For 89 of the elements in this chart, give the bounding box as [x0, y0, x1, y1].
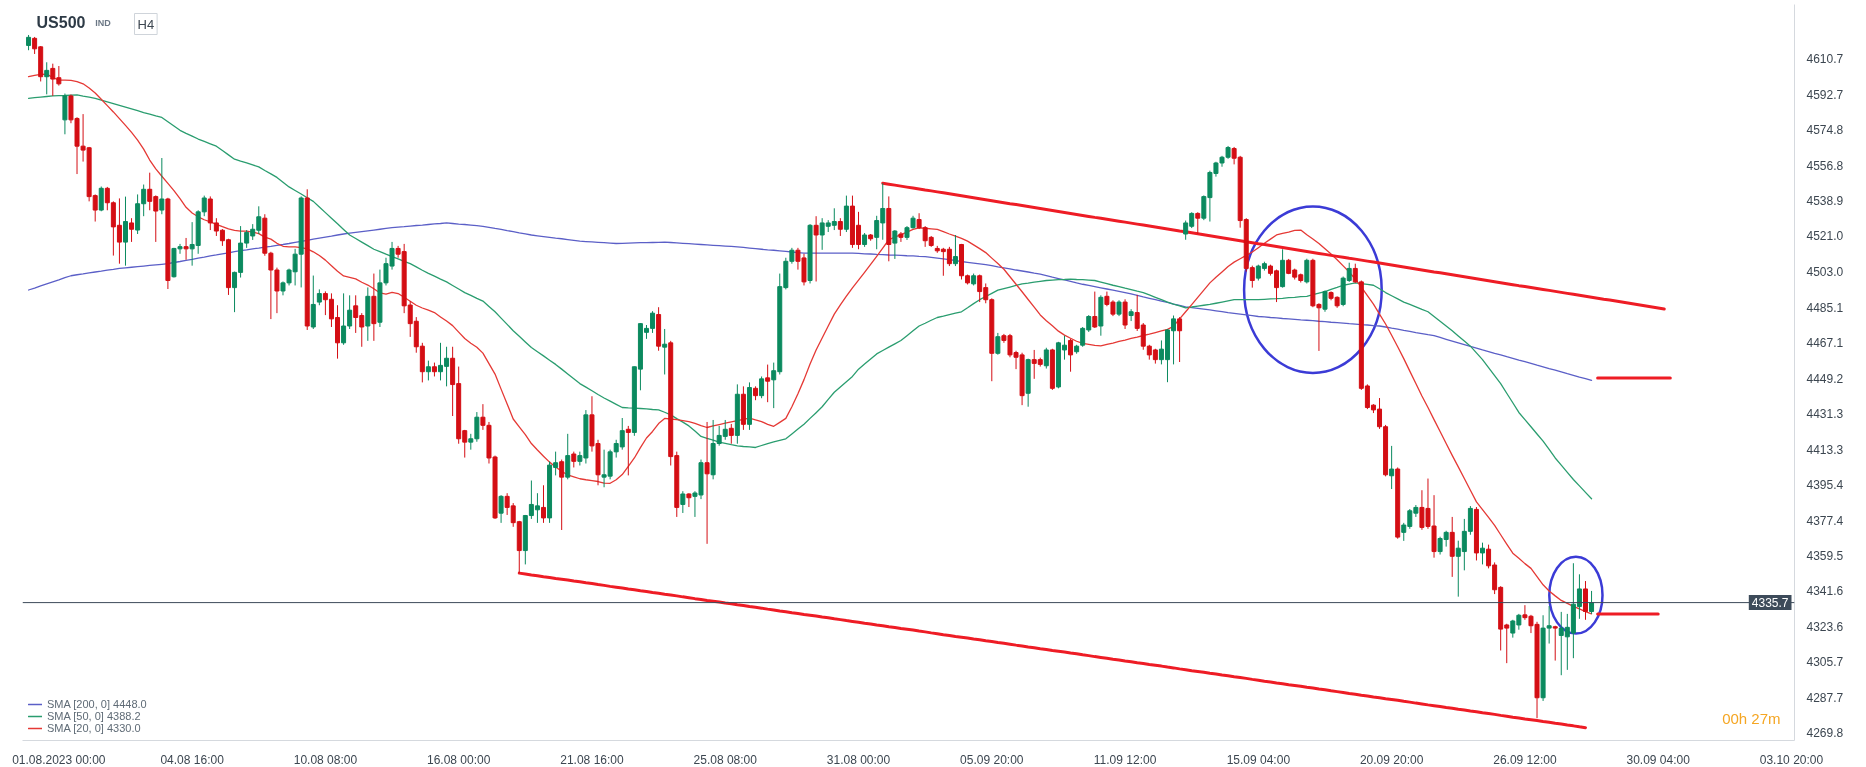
y-tick-label: 4359.5	[1806, 549, 1844, 564]
y-tick-label: 4431.3	[1806, 406, 1844, 421]
candlestick	[1128, 308, 1134, 322]
line-series	[27, 94, 1593, 500]
x-tick-label: 31.08 00:00	[826, 752, 891, 767]
y-tick-label: 4269.8	[1806, 726, 1844, 741]
annotation: 00h 27m	[1722, 709, 1781, 727]
line-series	[881, 181, 1666, 311]
candlestick	[625, 425, 631, 476]
x-tick-label: 21.08 16:00	[560, 752, 624, 767]
candlestick	[310, 275, 316, 330]
candlestick	[1122, 298, 1128, 330]
candlestick	[1092, 291, 1098, 329]
x-tick-label: 26.09 12:00	[1493, 752, 1557, 767]
y-tick-label: 4287.7	[1806, 691, 1844, 706]
candlestick	[680, 490, 686, 514]
candlestick	[1304, 258, 1310, 284]
candlestick	[728, 423, 734, 445]
legend-label: SMA [20, 0] 4330.0	[47, 722, 141, 734]
candlestick	[62, 93, 68, 135]
annotation: H4	[137, 16, 155, 32]
candlestick	[1480, 542, 1486, 565]
candlestick	[686, 492, 692, 508]
candlestick	[765, 364, 771, 403]
candlestick	[122, 196, 128, 267]
y-tick-label: 4503.0	[1806, 265, 1844, 280]
ref-line-label: 4335.7	[1751, 596, 1789, 611]
x-tick-label: 03.10 20:00	[1759, 752, 1824, 767]
candlestick	[1449, 516, 1455, 578]
candlestick	[1068, 338, 1074, 373]
x-tick-label: 01.08.2023 00:00	[12, 752, 106, 767]
x-tick-label: 05.09 20:00	[960, 752, 1024, 767]
y-tick-label: 4610.7	[1806, 52, 1844, 67]
candlestick	[813, 215, 819, 282]
candlestick	[541, 484, 546, 524]
y-tick-label: 4323.6	[1806, 620, 1844, 635]
x-tick-label: 15.09 04:00	[1226, 752, 1291, 767]
y-tick-label: 4377.4	[1806, 513, 1844, 528]
candlestick	[1043, 347, 1049, 370]
x-tick-label: 10.08 08:00	[293, 752, 358, 767]
candlestick	[892, 229, 898, 260]
candlestick	[1583, 580, 1588, 621]
candlestick	[559, 459, 565, 531]
candlestick	[565, 433, 571, 480]
x-tick-label: 30.09 04:00	[1626, 752, 1691, 767]
text: IND	[95, 17, 112, 28]
x-tick-label: 25.08 08:00	[693, 752, 758, 767]
candlestick	[759, 375, 765, 399]
y-tick-label: 4485.1	[1806, 300, 1844, 315]
candlestick	[44, 61, 50, 95]
candlestick	[183, 237, 189, 261]
candlestick	[1589, 590, 1595, 615]
candlestick	[129, 217, 135, 243]
y-tick-label: 4305.7	[1806, 655, 1844, 670]
candlestick	[1322, 289, 1328, 313]
candlestick	[898, 231, 904, 243]
candlestick	[1389, 445, 1395, 490]
y-tick-label: 4556.8	[1806, 158, 1844, 173]
line-series	[27, 222, 1593, 382]
candlestick	[159, 157, 165, 215]
candlestick	[1552, 625, 1558, 662]
candlestick	[1195, 211, 1201, 235]
y-tick-label: 4413.3	[1806, 442, 1844, 457]
text: US500	[36, 13, 86, 31]
candlestick	[425, 360, 431, 381]
candlestick	[995, 332, 1001, 356]
candlestick	[704, 421, 710, 545]
line-series	[517, 571, 1587, 730]
candlestick	[952, 234, 958, 267]
candlestick	[498, 494, 504, 524]
x-tick-label: 11.09 12:00	[1093, 752, 1157, 767]
legend-label: SMA [200, 0] 4448.0	[47, 698, 147, 710]
y-tick-label: 4341.6	[1806, 584, 1844, 599]
candlestick	[662, 328, 668, 375]
y-tick-label: 4574.8	[1806, 123, 1844, 138]
y-tick-label: 4467.1	[1806, 336, 1844, 351]
candlestick	[843, 195, 849, 233]
legend-label: SMA [50, 0] 4388.2	[47, 710, 141, 722]
y-tick-label: 4521.0	[1806, 229, 1844, 244]
y-tick-label: 4538.9	[1806, 194, 1844, 209]
y-tick-label: 4395.4	[1806, 477, 1844, 492]
x-tick-label: 04.08 16:00	[160, 752, 225, 767]
y-tick-label: 4449.2	[1806, 371, 1844, 386]
candlestick	[98, 186, 104, 212]
y-tick-label: 4592.7	[1806, 87, 1844, 102]
candlestick	[201, 195, 207, 217]
x-tick-label: 16.08 00:00	[426, 752, 491, 767]
candlestick	[1177, 316, 1183, 363]
x-tick-label: 20.09 20:00	[1359, 752, 1424, 767]
